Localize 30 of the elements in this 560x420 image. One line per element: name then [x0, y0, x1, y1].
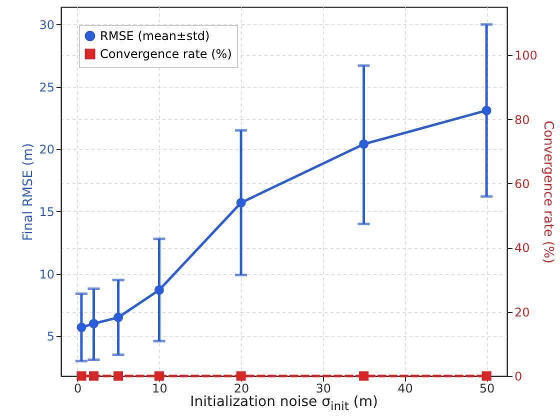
y2-tick-label: 40	[514, 241, 530, 256]
y-tick-label: 20	[39, 142, 54, 157]
x-tick-label: 30	[316, 382, 332, 396]
y2-tick-label: 80	[514, 112, 530, 127]
x-tick-label: 50	[479, 382, 495, 396]
x-axis-title: Initialization noise σ$_{init}$ (m)	[189, 394, 379, 413]
y2-tick-label: 20	[514, 305, 530, 320]
point	[482, 106, 492, 116]
y2-tick-label: 60	[514, 176, 530, 191]
legend-label: Convergence rate (%)	[100, 47, 232, 61]
legend-label: RMSE (mean±std)	[100, 29, 210, 43]
y-axis-title: Final RMSE (m)	[21, 143, 36, 241]
point	[236, 198, 246, 208]
point	[114, 312, 124, 322]
y-tick-label: 15	[39, 204, 54, 219]
y-tick-label: 25	[39, 80, 54, 94]
y2-tick-label: 0	[514, 370, 522, 384]
point	[359, 139, 369, 149]
x-tick-label: 40	[398, 382, 413, 396]
y-tick-label: 5	[46, 330, 54, 344]
x-tick-label: 10	[152, 382, 168, 396]
x-tick-label: 0	[74, 382, 82, 396]
point	[154, 285, 164, 295]
y-tick-label: 10	[39, 267, 54, 282]
y2-axis-title: Convergence rate (%)	[540, 120, 556, 264]
x-tick-label: 20	[234, 382, 250, 396]
point	[76, 322, 86, 332]
point	[88, 318, 98, 328]
y2-tick-label: 100	[514, 48, 538, 63]
y-tick-label: 30	[39, 18, 54, 32]
